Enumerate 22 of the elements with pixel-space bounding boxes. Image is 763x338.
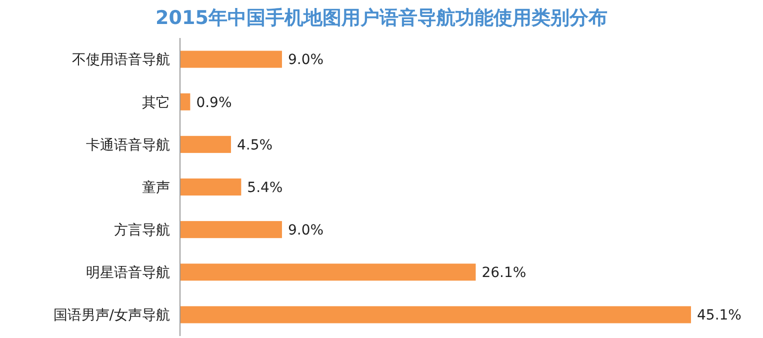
bar <box>180 136 231 153</box>
bar <box>180 50 282 68</box>
y-tick-label: 卡通语音导航 <box>86 137 170 154</box>
bar <box>180 221 282 238</box>
data-label: 5.4% <box>247 180 283 196</box>
y-tick-label: 明星语音导航 <box>86 265 170 282</box>
data-label: 0.9% <box>196 94 232 111</box>
bar <box>180 93 190 110</box>
y-tick-label: 其它 <box>142 94 170 111</box>
bar <box>180 178 242 196</box>
chart-title: 2015年中国手机地图用户语音导航功能使用类别分布 <box>156 7 608 29</box>
y-tick-label: 国语男声/女声导航 <box>53 308 170 324</box>
data-label: 4.5% <box>236 137 273 154</box>
data-label: 45.1% <box>697 308 742 324</box>
bar <box>180 264 476 281</box>
y-tick-label: 童声 <box>142 180 170 196</box>
data-label: 26.1% <box>482 265 526 282</box>
data-label: 9.0% <box>288 222 324 238</box>
y-tick-label: 不使用语音导航 <box>72 52 170 68</box>
y-tick-label: 方言导航 <box>114 222 170 238</box>
bar <box>180 306 691 324</box>
data-label: 9.0% <box>288 52 324 68</box>
